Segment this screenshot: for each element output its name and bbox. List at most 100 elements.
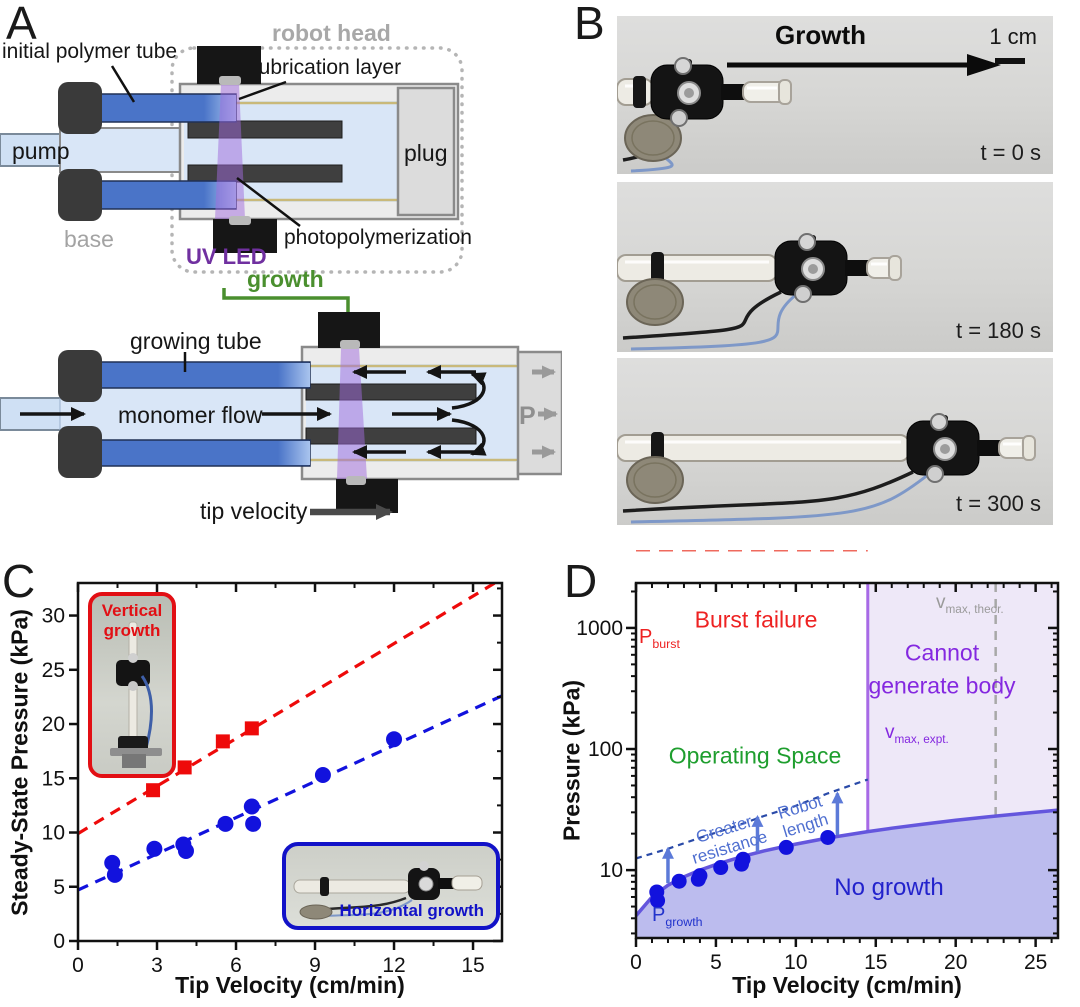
label-p-growth: Pgrowth	[652, 904, 703, 929]
svg-text:25: 25	[1024, 951, 1047, 974]
plot-frame	[634, 581, 1060, 940]
svg-text:15: 15	[42, 767, 65, 790]
uv-led-bottom	[336, 479, 398, 513]
svg-text:10: 10	[784, 951, 807, 974]
panel-c-letter: C	[2, 555, 36, 607]
panel-d-letter: D	[564, 555, 598, 607]
coin	[626, 278, 684, 326]
tube-clamp-ring	[651, 432, 664, 464]
blue-wire	[630, 472, 930, 524]
region-cannot-generate	[867, 583, 1058, 832]
label-robot-head: robot head	[272, 20, 391, 46]
label-base: base	[64, 226, 114, 252]
growth-bracket	[222, 288, 350, 316]
timestamp: t = 180 s	[955, 318, 1041, 343]
panel-a: A	[0, 0, 564, 548]
data-point	[177, 842, 194, 859]
chart-c-canvas: 0 3 6 9 12 15 0 5 10 15 20 25 30	[42, 581, 504, 977]
data-point	[104, 854, 121, 871]
horizontal-growth-photo	[293, 861, 483, 920]
chart-c-x-axis-title: Tip Velocity (cm/min)	[175, 972, 405, 998]
label-operating-space: Operating Space	[668, 742, 842, 769]
coin	[626, 456, 684, 504]
growth-arrow	[727, 54, 1001, 76]
label-pressure-symbol: P	[519, 402, 536, 430]
data-point	[244, 721, 259, 736]
nozzle	[845, 260, 869, 276]
robot-bolt	[794, 285, 812, 303]
data-point	[215, 734, 230, 749]
plug-block	[396, 86, 456, 217]
label-growing-tube: growing tube	[130, 328, 262, 354]
grown-tube	[617, 254, 778, 282]
svg-text:9: 9	[309, 954, 321, 977]
photo-t300: t = 300 s	[617, 358, 1053, 525]
svg-text:25: 25	[42, 659, 65, 682]
photo-scene	[617, 57, 792, 173]
data-point	[243, 798, 260, 815]
data-point	[671, 873, 687, 889]
chart-c-y-axis-title: Steady-State Pressure (kPa)	[6, 609, 33, 916]
data-point	[650, 893, 666, 909]
photo-scene	[617, 233, 902, 351]
base-clamp	[58, 350, 102, 402]
photo-t180: t = 180 s	[617, 182, 1053, 352]
robot-bolt	[926, 465, 944, 483]
label-photopolymerization: photopolymerization	[284, 226, 472, 249]
svg-text:30: 30	[42, 605, 65, 628]
panel-d: D 0 5 10 15 20 25 10 100 1000 Pressure (kPa) Tip…	[540, 548, 1080, 1007]
photo-scene	[617, 413, 1036, 524]
svg-text:0: 0	[630, 951, 642, 974]
chart-d-canvas: 0 5 10 15 20 25 10 100 1000	[576, 548, 1060, 974]
data-point	[177, 760, 192, 775]
robot-bolt	[670, 109, 688, 127]
timestamp: t = 0 s	[980, 140, 1041, 165]
tube-clamp-ring	[651, 252, 664, 284]
series-circle	[104, 731, 403, 883]
label-plug: plug	[404, 140, 448, 166]
data-point	[106, 866, 123, 883]
data-point	[713, 860, 729, 876]
plot-frame	[76, 581, 504, 943]
scale-bar	[995, 58, 1025, 64]
black-wire	[622, 290, 782, 340]
pump-channel	[59, 127, 189, 173]
data-point	[146, 840, 163, 857]
label-burst-failure: Burst failure	[694, 606, 818, 633]
robot-bolt	[798, 233, 816, 251]
svg-text:0: 0	[72, 954, 84, 977]
mandrel-bar	[305, 383, 477, 401]
label-initial-polymer-tube: initial polymer tube	[2, 40, 178, 63]
label-lubrication-layer: lubrication layer	[254, 56, 402, 79]
label-tip-velocity: tip velocity	[200, 498, 308, 524]
svg-text:12: 12	[382, 954, 405, 977]
chart-d-x-axis-title: Tip Velocity (cm/min)	[732, 972, 962, 998]
tube-clamp-ring	[633, 76, 646, 108]
growth-direction-label: Growth	[775, 20, 866, 50]
photo-t0: Growth 1 cm t = 0 s	[617, 16, 1053, 174]
svg-text:20: 20	[944, 951, 967, 974]
nozzle	[977, 440, 1001, 456]
label-p-burst: Pburst	[639, 626, 680, 651]
black-wire	[622, 470, 914, 513]
flow-arrows	[20, 365, 487, 459]
svg-text:15: 15	[461, 954, 484, 977]
coin	[624, 114, 682, 162]
base-clamp	[58, 82, 102, 134]
label-v-max-theor: vmax, theor.	[936, 592, 1004, 616]
region-no-growth	[636, 810, 1058, 938]
growing-tube-wall	[93, 361, 311, 389]
timestamp: t = 300 s	[955, 491, 1041, 516]
fit-line	[78, 694, 502, 892]
uv-beam	[215, 84, 245, 219]
mandrel-bar	[187, 120, 343, 139]
nozzle	[721, 84, 745, 100]
panel-a-letter: A	[6, 0, 37, 49]
label-cannot-generate-body: Cannot generate body	[868, 639, 1016, 699]
svg-text:100: 100	[588, 738, 623, 761]
svg-text:1000: 1000	[576, 617, 623, 640]
label-no-growth: No growth	[834, 874, 944, 901]
svg-text:15: 15	[864, 951, 887, 974]
series-square	[146, 721, 259, 798]
